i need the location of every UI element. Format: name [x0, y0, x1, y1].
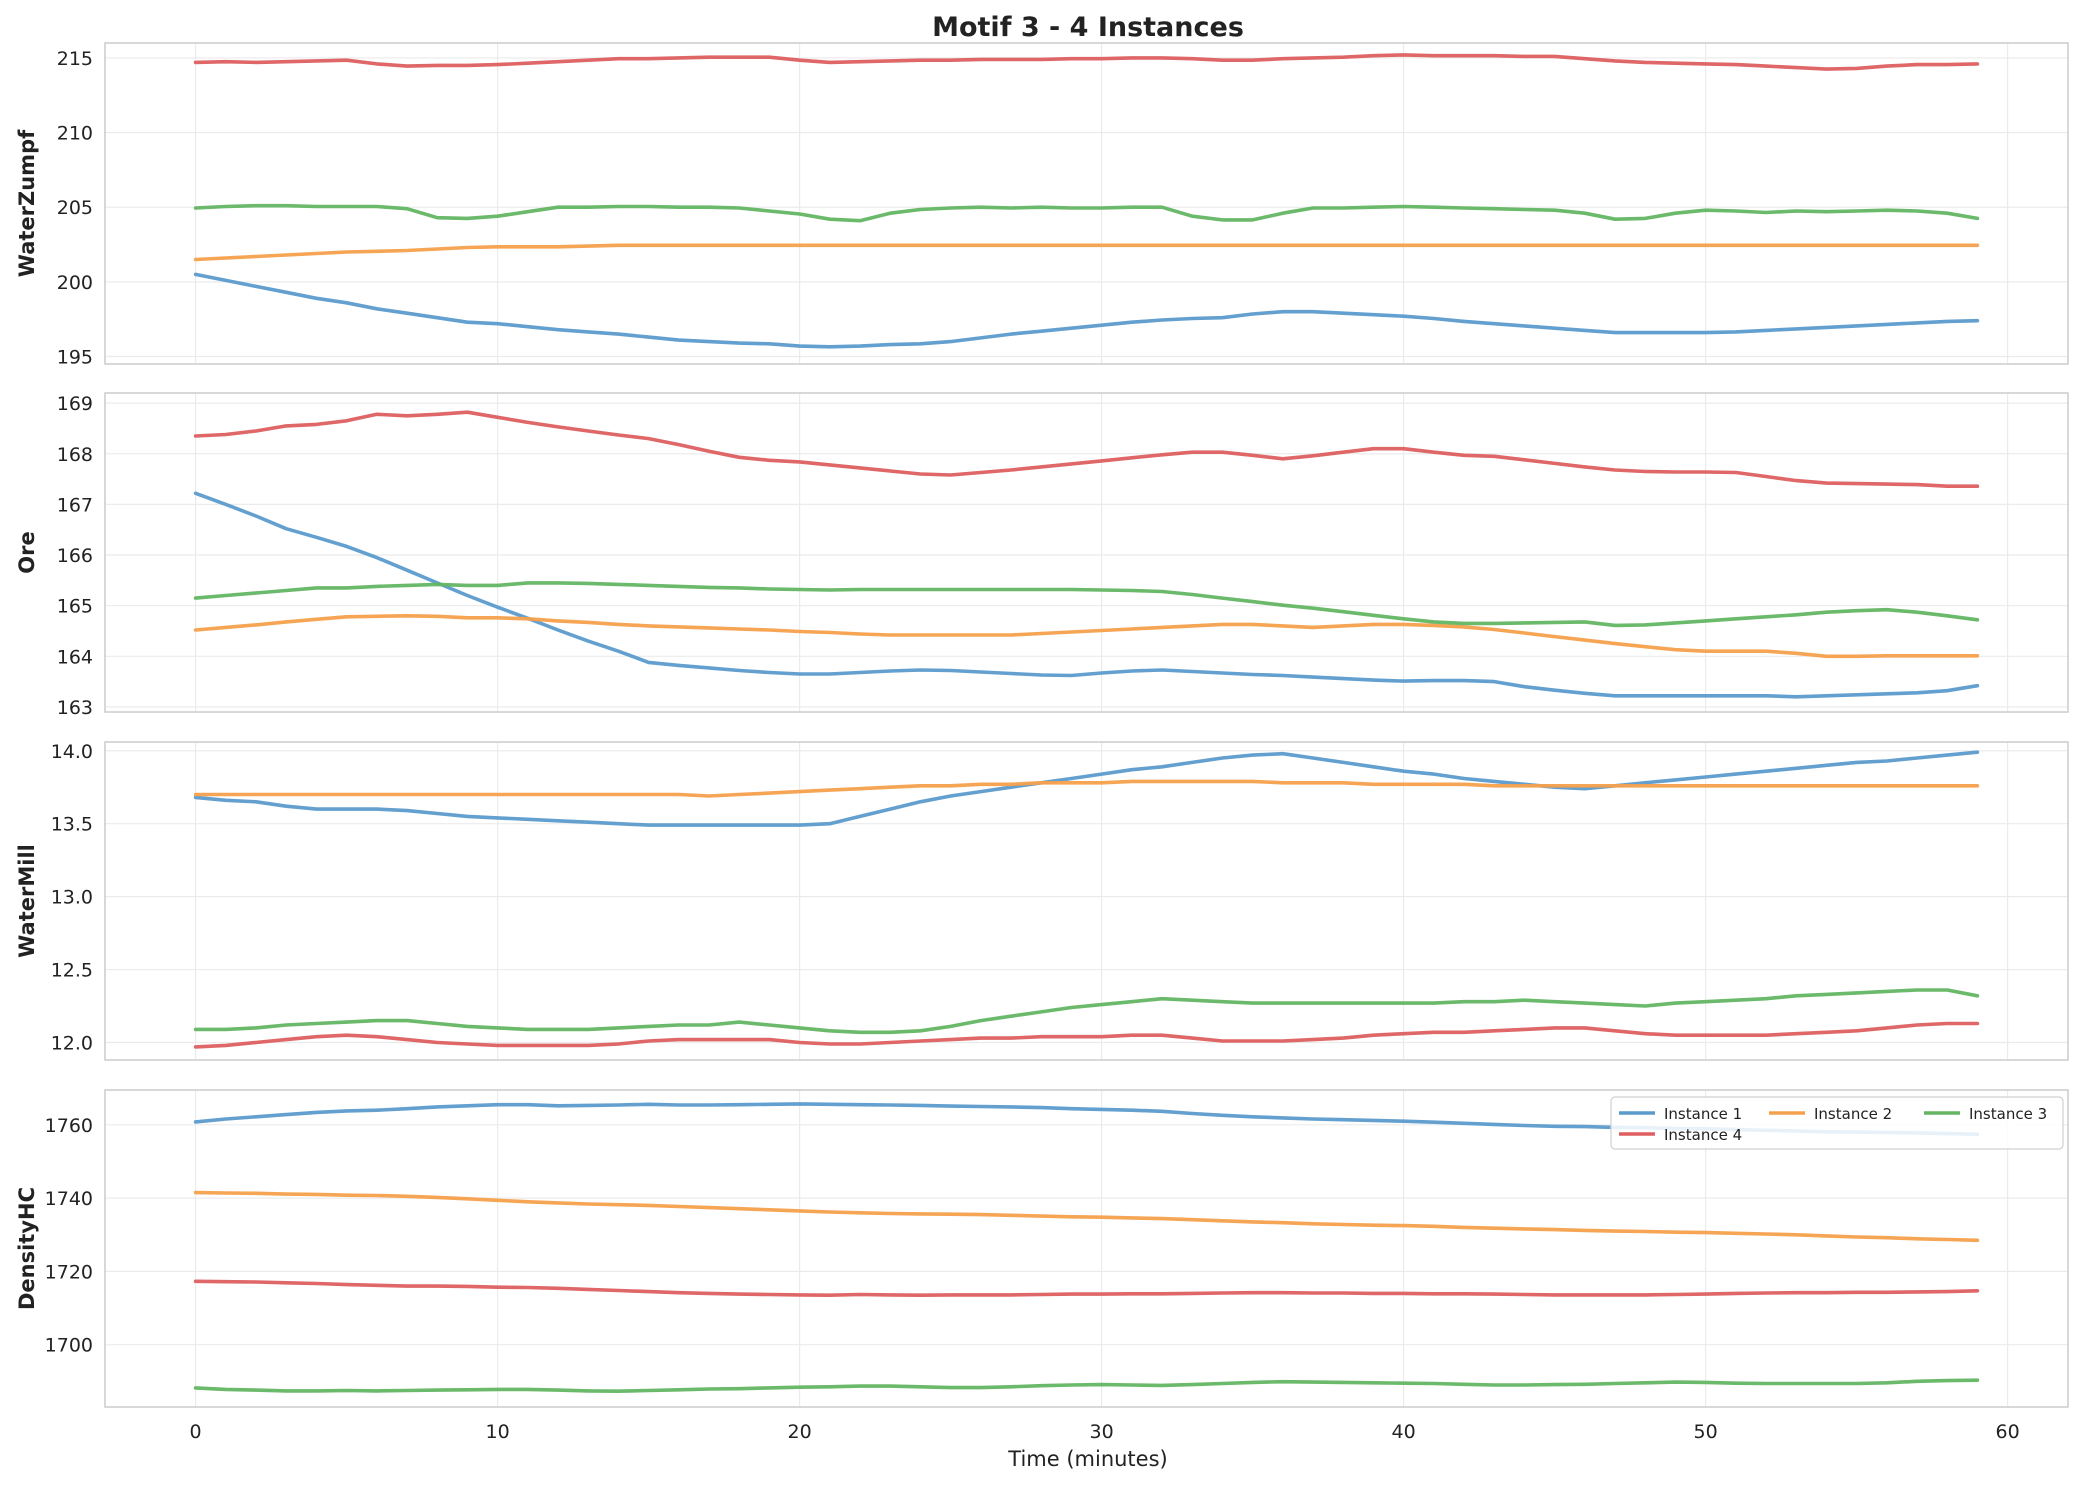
y-tick-label: 169 — [57, 393, 93, 415]
y-tick-label: 13.0 — [51, 887, 93, 909]
legend-label-instance-1: Instance 1 — [1664, 1105, 1742, 1123]
legend-frame — [1610, 1096, 2064, 1150]
series-line-instance-3-ore — [193, 581, 1980, 628]
series-line-instance-4-densityhc — [193, 1279, 1980, 1297]
legend-label-instance-3: Instance 3 — [1969, 1105, 2047, 1123]
y-tick-label: 165 — [57, 596, 93, 618]
series-line-instance-4-ore — [193, 410, 1980, 489]
x-tick-label: 60 — [1996, 1421, 2020, 1443]
series-line-instance-1-waterzumpf — [193, 272, 1980, 349]
panel-ore: 163 164 165 166 167 168 169 Ore — [15, 392, 2069, 719]
series-line-instance-1-watermill — [193, 750, 1980, 827]
legend-label-instance-2: Instance 2 — [1814, 1105, 1892, 1123]
series-line-instance-4-watermill — [193, 1021, 1980, 1049]
y-axis-label-densityhc: DensityHC — [15, 1187, 39, 1310]
y-tick-label: 215 — [57, 48, 93, 70]
panel-frame — [104, 1089, 2069, 1408]
y-tick-label: 200 — [57, 272, 93, 294]
y-tick-label: 12.0 — [51, 1032, 93, 1054]
y-tick-label: 166 — [57, 545, 93, 567]
y-tick-label: 167 — [57, 494, 93, 516]
y-tick-label: 12.5 — [51, 960, 93, 982]
series-line-instance-3-watermill — [193, 988, 1980, 1035]
x-tick-label: 40 — [1392, 1421, 1416, 1443]
x-tick-label: 0 — [190, 1421, 202, 1443]
panel-frame — [104, 741, 2069, 1061]
x-tick-label: 30 — [1090, 1421, 1114, 1443]
y-tick-label: 13.5 — [51, 814, 93, 836]
y-tick-label: 195 — [57, 347, 93, 369]
legend-label-instance-4: Instance 4 — [1664, 1126, 1742, 1144]
y-tick-label: 210 — [57, 123, 93, 145]
series-line-instance-3-waterzumpf — [193, 203, 1980, 223]
y-axis-label-watermill: WaterMill — [15, 844, 39, 958]
panel-frame — [104, 392, 2069, 713]
y-tick-label: 1720 — [45, 1261, 93, 1283]
y-tick-label: 1760 — [45, 1115, 93, 1137]
y-tick-label: 1700 — [45, 1335, 93, 1357]
y-tick-label: 1740 — [45, 1188, 93, 1210]
series-line-instance-2-ore — [193, 613, 1980, 659]
y-tick-label: 205 — [57, 197, 93, 219]
chart-title: Motif 3 - 4 Instances — [932, 12, 1244, 43]
panel-frame — [104, 42, 2069, 365]
x-tick-label: 20 — [788, 1421, 812, 1443]
series-line-instance-1-ore — [193, 491, 1980, 699]
x-tick-label: 50 — [1694, 1421, 1718, 1443]
series-line-instance-2-waterzumpf — [193, 243, 1980, 262]
series-line-instance-3-densityhc — [193, 1378, 1980, 1393]
y-axis-label-waterzumpf: WaterZumpf — [15, 129, 39, 277]
panel-waterzumpf: 195 200 205 210 215 WaterZumpf — [15, 42, 2069, 369]
y-tick-label: 164 — [57, 646, 93, 668]
series-line-instance-4-waterzumpf — [193, 53, 1980, 71]
legend: Instance 1 Instance 2 Instance 3 Instance 4 — [1610, 1096, 2064, 1150]
y-tick-label: 14.0 — [51, 741, 93, 763]
panel-densityhc: 1700 1720 1740 1760 DensityHC — [15, 1089, 2069, 1408]
series-line-instance-2-watermill — [193, 779, 1980, 798]
y-tick-label: 168 — [57, 444, 93, 466]
panel-watermill: 12.0 12.5 13.0 13.5 14.0 WaterMill — [15, 741, 2069, 1061]
y-tick-label: 163 — [57, 697, 93, 719]
x-tick-label: 10 — [486, 1421, 510, 1443]
x-axis-label: Time (minutes) — [1007, 1447, 1167, 1471]
y-axis-label-ore: Ore — [15, 531, 39, 573]
series-line-instance-2-densityhc — [193, 1190, 1980, 1243]
